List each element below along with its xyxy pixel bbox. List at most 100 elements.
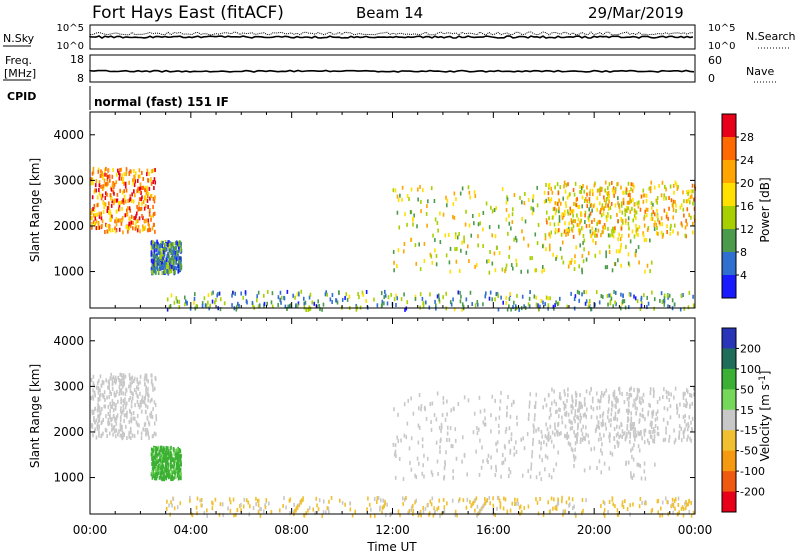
echo-cell [127, 198, 129, 203]
echo-cell [628, 189, 631, 194]
echo-cell [130, 404, 133, 409]
freq-units: [MHz] [4, 67, 36, 80]
echo-cell [449, 246, 452, 251]
echo-cell [571, 506, 574, 511]
echo-cell [588, 197, 591, 202]
echo-cell [92, 206, 94, 211]
echo-cell [113, 416, 116, 421]
echo-cell [145, 377, 148, 382]
echo-cell [578, 408, 580, 413]
echo-cell [211, 506, 214, 511]
echo-cell [108, 379, 110, 384]
echo-cell [660, 216, 663, 221]
echo-cell [145, 410, 147, 415]
y-tick-label: 2000 [53, 425, 84, 439]
echo-cell [121, 190, 124, 195]
echo-cell [621, 435, 623, 440]
echo-cell [613, 392, 616, 397]
echo-cell [490, 455, 492, 460]
nsky-tick-top: 10^5 [57, 23, 84, 34]
echo-cell [113, 199, 115, 204]
echo-cell [168, 305, 171, 310]
echo-cell [146, 187, 148, 192]
echo-cell [655, 222, 658, 227]
echo-cell [451, 498, 454, 503]
echo-cell [663, 196, 665, 201]
echo-cell [471, 214, 474, 219]
echo-cell [394, 443, 397, 448]
echo-cell [588, 191, 591, 196]
echo-cell [151, 470, 153, 475]
power-ylabel: Slant Range [km] [28, 158, 42, 262]
echo-cell [97, 378, 100, 383]
velocity-cbar-swatch [722, 430, 736, 452]
echo-cell [345, 292, 348, 297]
echo-cell [484, 422, 487, 427]
echo-cell [615, 302, 617, 307]
echo-cell [634, 437, 636, 442]
echo-cell [162, 250, 165, 255]
echo-cell [547, 196, 550, 201]
echo-cell [621, 429, 624, 434]
echo-cell [616, 417, 619, 422]
echo-cell [481, 505, 483, 510]
echo-cell [503, 496, 505, 501]
echo-cell [531, 211, 534, 216]
echo-cell [103, 404, 106, 409]
echo-cell [128, 397, 130, 402]
cpid-panel: CPID normal (fast) 151 IF [7, 86, 229, 110]
echo-cell [506, 405, 508, 410]
echo-cell [564, 189, 567, 194]
echo-cell [174, 246, 177, 251]
echo-cell [466, 472, 469, 477]
echo-region [150, 239, 183, 276]
echo-cell [444, 460, 446, 465]
echo-cell [587, 215, 590, 220]
echo-cell [256, 294, 258, 299]
echo-cell [107, 210, 110, 215]
echo-cell [129, 376, 131, 381]
echo-cell [144, 427, 147, 432]
echo-cell [570, 291, 572, 296]
echo-cell [544, 397, 546, 402]
echo-cell [123, 200, 125, 205]
echo-cell [571, 228, 574, 233]
echo-cell [303, 513, 305, 518]
echo-cell [403, 497, 406, 502]
echo-cell [623, 431, 626, 436]
echo-cell [315, 496, 318, 501]
echo-cell [637, 444, 640, 449]
echo-cell [683, 403, 685, 408]
echo-cell [666, 224, 668, 229]
echo-cell [614, 228, 616, 233]
echo-cell [403, 433, 406, 438]
echo-cell [552, 207, 555, 212]
echo-cell [171, 503, 173, 508]
echo-cell [580, 186, 583, 191]
echo-cell [569, 192, 571, 197]
echo-cell [629, 432, 632, 437]
echo-cell [518, 505, 521, 510]
echo-cell [631, 188, 634, 193]
echo-cell [367, 496, 369, 501]
echo-cell [123, 172, 126, 177]
echo-cell [412, 216, 414, 221]
echo-cell [328, 509, 330, 514]
echo-cell [362, 292, 364, 297]
echo-cell [459, 299, 462, 304]
echo-cell [429, 252, 432, 257]
echo-cell [636, 396, 638, 401]
echo-cell [93, 203, 96, 208]
echo-cell [578, 228, 580, 233]
echo-cell [114, 199, 116, 204]
echo-cell [165, 506, 168, 511]
echo-cell [504, 445, 506, 450]
echo-cell [607, 407, 610, 412]
echo-cell [139, 174, 141, 179]
echo-cell [608, 434, 610, 439]
echo-cell [125, 208, 128, 213]
echo-cell [646, 438, 649, 443]
echo-cell [609, 450, 612, 455]
echo-cell [630, 393, 633, 398]
echo-cell [564, 392, 566, 397]
